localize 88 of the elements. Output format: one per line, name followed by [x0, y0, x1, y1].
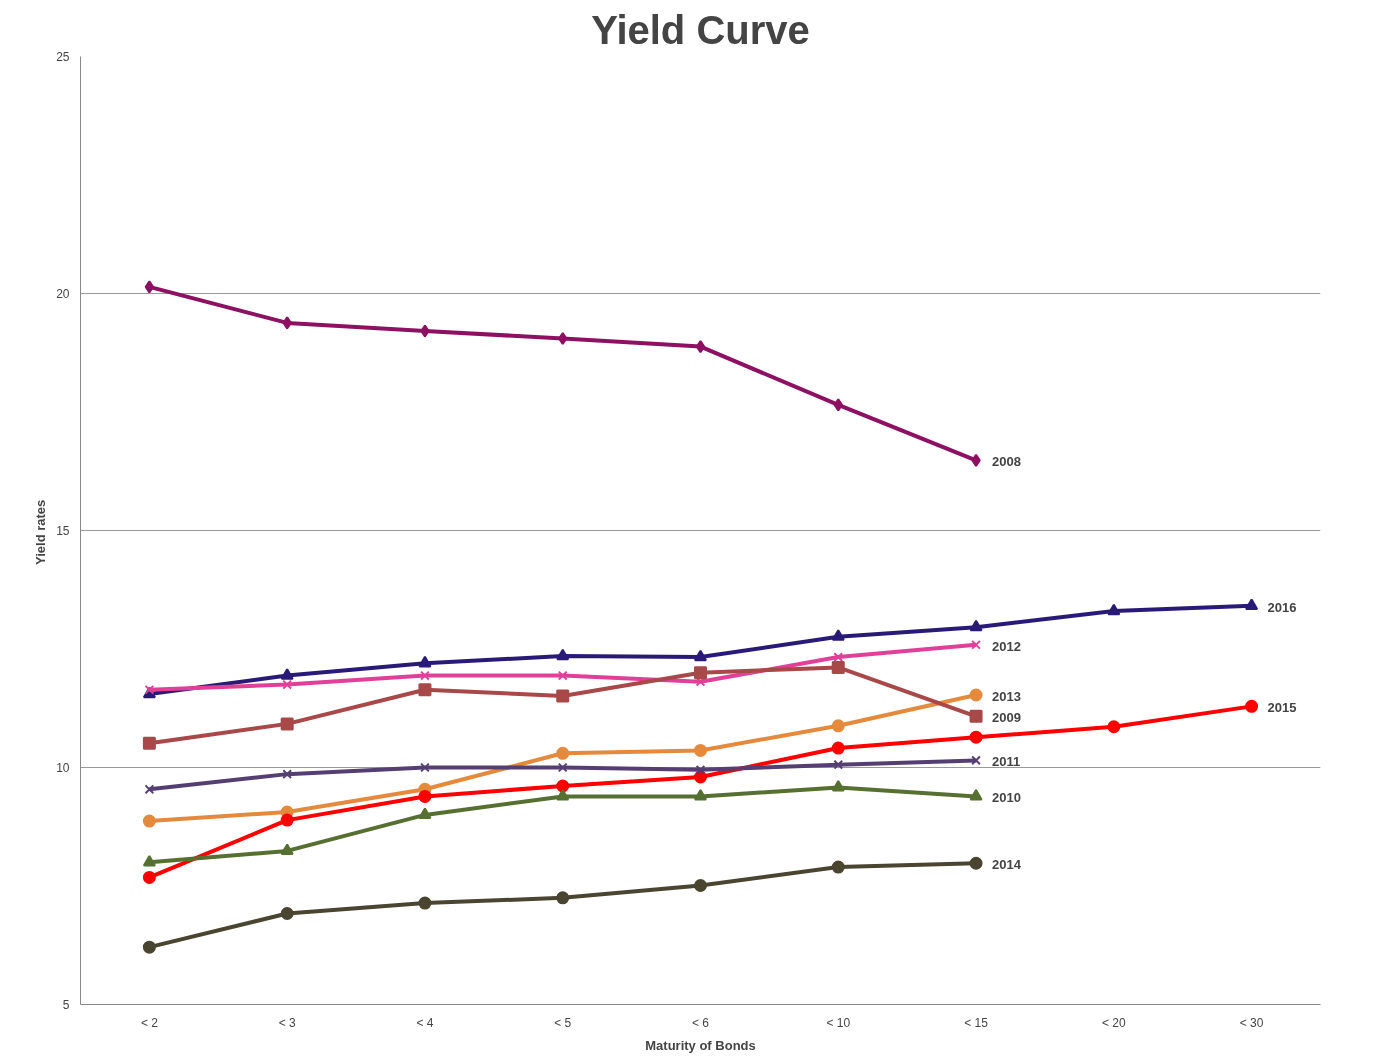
point: [142, 814, 156, 828]
point: [1245, 598, 1259, 611]
point: [142, 940, 156, 954]
point: [556, 891, 570, 905]
y-axis-title: Yield rates: [33, 499, 49, 565]
point: [831, 860, 845, 874]
point: [969, 730, 983, 744]
y-tick-label: 20: [56, 287, 70, 301]
point: [418, 789, 432, 803]
point: [420, 670, 430, 681]
point: [558, 332, 568, 346]
point: [418, 655, 432, 668]
point: [833, 398, 843, 412]
point: [142, 736, 156, 750]
point: [969, 789, 983, 801]
point: [418, 807, 432, 820]
point: [1107, 603, 1121, 616]
point: [420, 324, 430, 338]
y-tick-label: 5: [62, 998, 70, 1012]
point: [971, 639, 981, 650]
point: [694, 743, 707, 757]
point: [556, 689, 570, 703]
series-label: 2010: [992, 790, 1021, 806]
point: [144, 784, 155, 795]
point: [282, 769, 293, 780]
point: [969, 709, 983, 723]
point: [282, 316, 292, 330]
point: [557, 762, 568, 773]
point: [971, 755, 981, 766]
chart-title: Yield Curve: [591, 7, 810, 52]
point: [831, 629, 845, 641]
point: [969, 688, 983, 702]
point: [833, 652, 844, 662]
point: [144, 684, 155, 695]
point: [418, 683, 432, 697]
point: [280, 907, 294, 920]
x-tick-label: < 20: [1101, 1015, 1126, 1030]
point: [556, 746, 570, 760]
point: [556, 779, 570, 793]
point: [280, 668, 294, 680]
point: [420, 762, 430, 773]
x-tick-label: < 4: [416, 1015, 434, 1030]
y-tick-label: 15: [56, 524, 70, 538]
point: [833, 759, 844, 770]
point: [831, 660, 845, 674]
series-label: 2008: [992, 454, 1021, 470]
y-tick-label: 25: [56, 50, 70, 64]
point: [556, 789, 570, 801]
series-label: 2013: [992, 688, 1021, 704]
x-tick-label: < 6: [691, 1015, 710, 1030]
point: [282, 679, 293, 690]
point: [695, 764, 706, 775]
point: [969, 856, 983, 870]
point: [694, 666, 707, 680]
point: [694, 649, 707, 662]
point: [144, 280, 155, 294]
x-tick-label: < 5: [554, 1015, 572, 1030]
point: [695, 340, 706, 354]
x-axis-title: Maturity of Bonds: [645, 1037, 756, 1053]
y-tick-label: 10: [56, 761, 70, 775]
series-label: 2009: [992, 710, 1021, 726]
series-label: 2012: [992, 638, 1021, 654]
point: [280, 717, 294, 731]
series-label: 2015: [1267, 700, 1297, 716]
point: [831, 741, 845, 755]
point: [831, 780, 845, 792]
point: [694, 879, 707, 893]
x-tick-label: < 15: [964, 1015, 989, 1030]
point: [831, 719, 845, 733]
point: [280, 843, 294, 856]
point: [969, 619, 983, 632]
point: [971, 453, 981, 467]
point: [142, 870, 156, 884]
point: [556, 648, 570, 661]
point: [1107, 720, 1121, 734]
x-tick-label: < 3: [278, 1015, 296, 1030]
point: [280, 813, 294, 827]
point: [694, 789, 707, 801]
series-label: 2014: [992, 857, 1022, 873]
point: [418, 896, 432, 910]
x-tick-label: < 10: [826, 1015, 851, 1030]
series-label: 2011: [992, 754, 1021, 770]
point: [557, 670, 568, 681]
x-tick-label: < 2: [140, 1015, 159, 1030]
x-tick-label: < 30: [1239, 1015, 1264, 1030]
point: [1245, 699, 1259, 713]
point: [142, 854, 156, 867]
series-label: 2016: [1267, 599, 1297, 615]
